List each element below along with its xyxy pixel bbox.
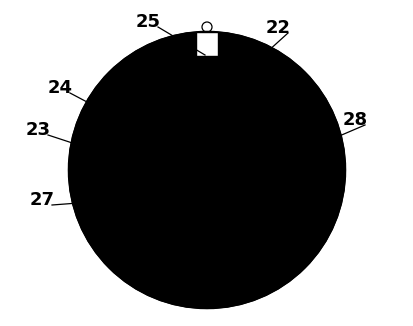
Text: 27: 27 [29, 191, 55, 209]
Text: 28: 28 [342, 111, 367, 129]
Text: 22: 22 [265, 19, 290, 37]
Text: 25: 25 [135, 13, 160, 31]
Text: 23: 23 [26, 121, 50, 139]
Circle shape [69, 32, 344, 308]
Text: 24: 24 [47, 79, 72, 97]
Bar [195, 32, 218, 56]
